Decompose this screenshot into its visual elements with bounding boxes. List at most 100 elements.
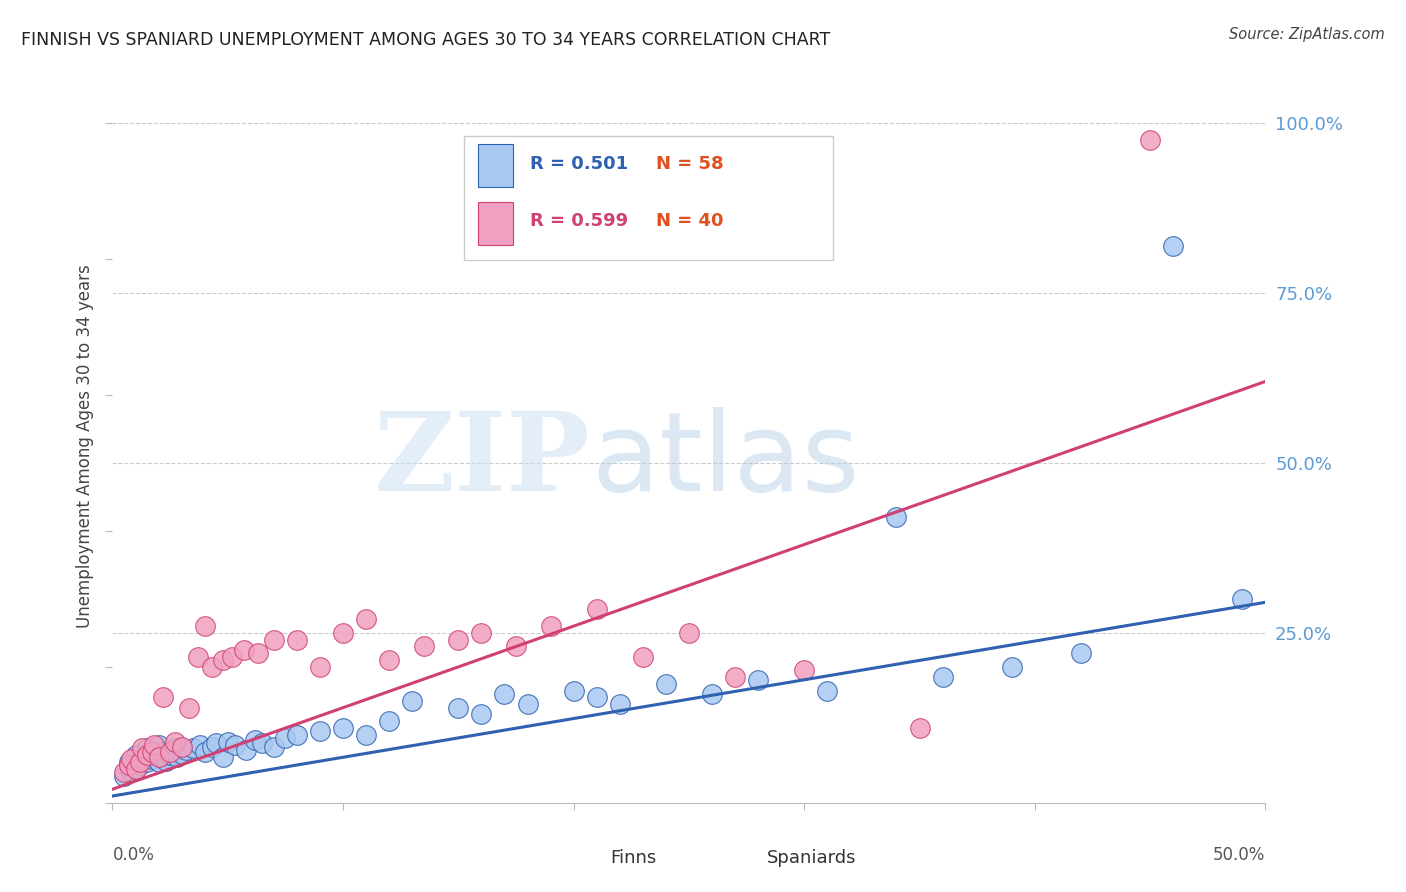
Point — [1232, 591, 1254, 606]
Text: R = 0.599: R = 0.599 — [530, 212, 628, 230]
Point — [354, 728, 377, 742]
Point — [159, 748, 181, 763]
Point — [149, 749, 172, 764]
Point — [285, 632, 308, 647]
Point — [1139, 133, 1161, 147]
Text: 0.0%: 0.0% — [112, 846, 155, 863]
Point — [170, 740, 193, 755]
Y-axis label: Unemployment Among Ages 30 to 34 years: Unemployment Among Ages 30 to 34 years — [76, 264, 94, 628]
Point — [447, 632, 470, 647]
Point — [205, 736, 228, 750]
Point — [166, 749, 188, 764]
Point — [131, 751, 153, 765]
Point — [148, 738, 170, 752]
Point — [148, 749, 170, 764]
Point — [747, 673, 769, 688]
Point — [1001, 660, 1024, 674]
Point — [152, 745, 174, 759]
Point — [129, 758, 152, 772]
Point — [631, 649, 654, 664]
Point — [609, 698, 631, 712]
Point — [143, 745, 166, 759]
Point — [124, 762, 146, 776]
Point — [246, 646, 269, 660]
Point — [585, 602, 607, 616]
Point — [562, 683, 585, 698]
Point — [470, 626, 492, 640]
Point — [163, 741, 186, 756]
Point — [494, 687, 516, 701]
Point — [908, 721, 931, 735]
Text: N = 58: N = 58 — [657, 154, 724, 172]
Point — [145, 748, 167, 763]
Point — [245, 733, 267, 747]
Point — [263, 632, 285, 647]
Point — [815, 683, 838, 698]
Text: Finns: Finns — [610, 849, 657, 867]
Point — [212, 653, 235, 667]
Point — [655, 677, 678, 691]
Point — [470, 707, 492, 722]
Point — [117, 758, 139, 772]
Point — [112, 765, 135, 780]
Point — [235, 743, 257, 757]
Point — [931, 670, 953, 684]
FancyBboxPatch shape — [478, 202, 513, 244]
Point — [516, 698, 538, 712]
Point — [309, 660, 332, 674]
Point — [141, 745, 163, 759]
Point — [263, 740, 285, 755]
Point — [136, 748, 159, 763]
Point — [678, 626, 700, 640]
Point — [131, 741, 153, 756]
Point — [120, 765, 142, 780]
Text: R = 0.501: R = 0.501 — [530, 154, 628, 172]
Point — [124, 762, 146, 776]
Text: FINNISH VS SPANIARD UNEMPLOYMENT AMONG AGES 30 TO 34 YEARS CORRELATION CHART: FINNISH VS SPANIARD UNEMPLOYMENT AMONG A… — [21, 31, 831, 49]
Point — [1070, 646, 1092, 660]
Point — [181, 741, 204, 756]
Text: ZIP: ZIP — [374, 407, 591, 514]
Point — [141, 751, 163, 765]
Point — [224, 738, 246, 752]
Point — [188, 738, 211, 752]
Point — [170, 747, 193, 761]
Point — [201, 740, 224, 755]
FancyBboxPatch shape — [724, 840, 758, 876]
Point — [212, 749, 235, 764]
Text: 50.0%: 50.0% — [1213, 846, 1265, 863]
Point — [793, 663, 815, 677]
Point — [112, 769, 135, 783]
Point — [505, 640, 527, 654]
Point — [285, 728, 308, 742]
Point — [163, 734, 186, 748]
FancyBboxPatch shape — [464, 136, 832, 260]
Point — [540, 619, 562, 633]
Point — [700, 687, 723, 701]
Point — [232, 643, 254, 657]
Point — [401, 694, 423, 708]
FancyBboxPatch shape — [478, 145, 513, 187]
Text: Source: ZipAtlas.com: Source: ZipAtlas.com — [1229, 27, 1385, 42]
Point — [152, 690, 174, 705]
FancyBboxPatch shape — [568, 840, 603, 876]
Point — [724, 670, 747, 684]
Text: Spaniards: Spaniards — [768, 849, 856, 867]
Point — [217, 734, 239, 748]
Point — [886, 510, 908, 524]
Point — [120, 751, 142, 765]
Point — [447, 700, 470, 714]
Point — [221, 649, 243, 664]
Point — [143, 738, 166, 752]
Point — [155, 754, 177, 768]
Point — [129, 755, 152, 769]
Text: N = 40: N = 40 — [657, 212, 724, 230]
Point — [177, 700, 200, 714]
Point — [124, 748, 146, 763]
Point — [159, 745, 181, 759]
Point — [309, 724, 332, 739]
Point — [1161, 238, 1184, 252]
Point — [148, 755, 170, 769]
Point — [378, 714, 401, 729]
Point — [354, 612, 377, 626]
